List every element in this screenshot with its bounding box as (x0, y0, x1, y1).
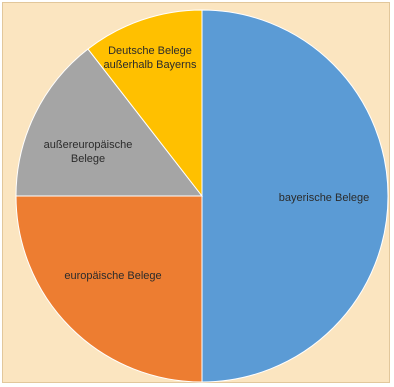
pie-slice-1 (15, 195, 203, 383)
slice-label-2: außereuropäische Belege (44, 139, 133, 165)
slice-label-3: Deutsche Belege außerhalb Bayerns (104, 45, 197, 71)
pie-slice-2 (15, 48, 204, 197)
slice-label-0: bayerische Belege (279, 192, 370, 204)
slice-label-1: europäische Belege (64, 270, 161, 282)
pie-slice-0 (201, 9, 389, 383)
pie-slice-3 (87, 9, 203, 198)
